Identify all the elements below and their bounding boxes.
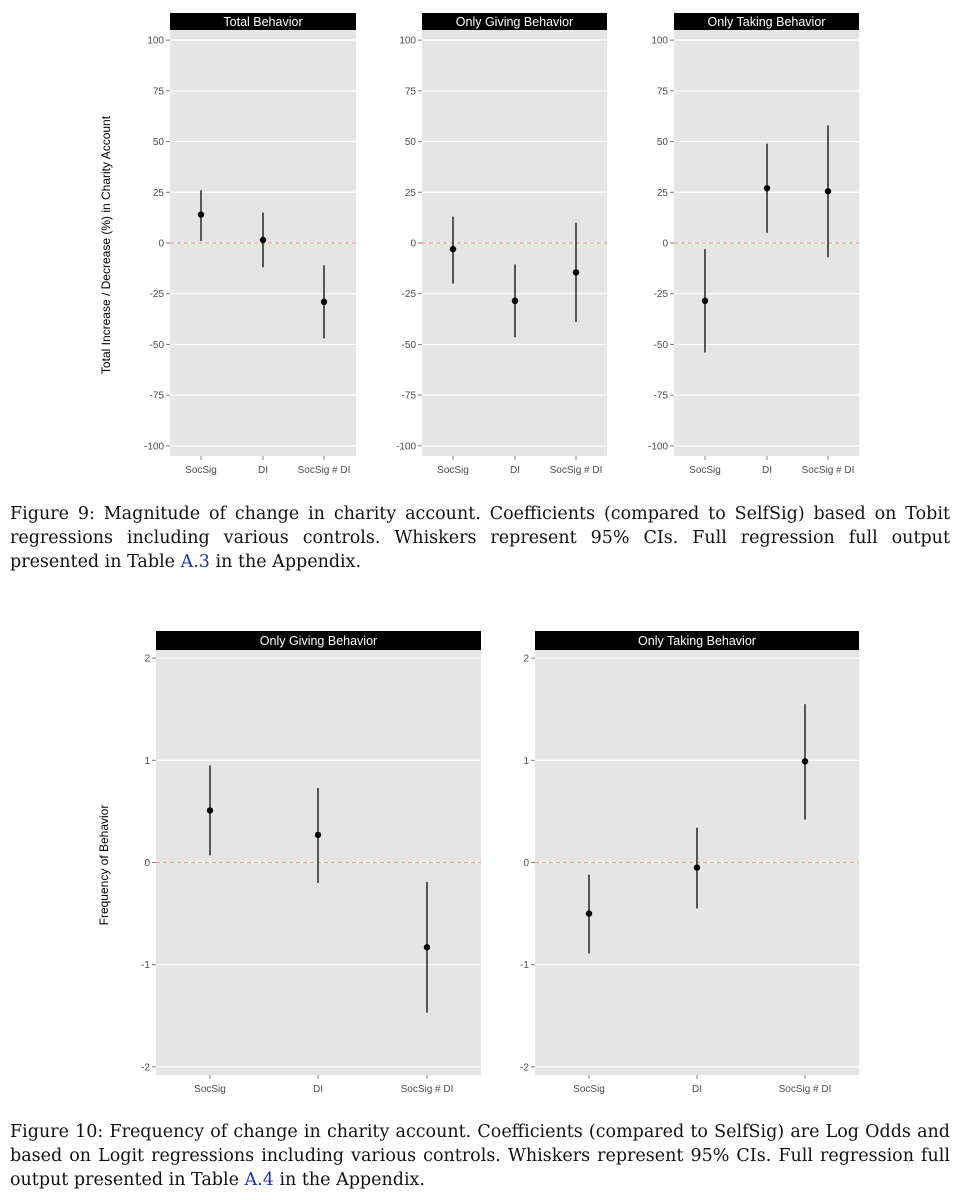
chart5-strip — [535, 631, 859, 650]
chart5-ytick-label: 0 — [523, 858, 529, 869]
chart3-ytick-label: -50 — [654, 340, 669, 351]
chart2-ytick-label: 75 — [405, 86, 417, 97]
chart1-point — [320, 298, 328, 306]
figure-9-caption: Figure 9: Magnitude of change in charity… — [10, 502, 950, 574]
chart3-point — [701, 297, 709, 305]
chart2-point — [572, 269, 580, 276]
chart2-ytick-label: 25 — [405, 188, 417, 199]
chart3-point — [763, 185, 771, 192]
figure-9-caption-label: Figure 9: — [10, 504, 95, 524]
chart3-strip — [674, 13, 859, 30]
chart2-ytick-label: -25 — [402, 289, 417, 300]
chart5-ytick-label: 2 — [523, 654, 529, 665]
chart2-point — [449, 245, 457, 253]
figure-10-caption-label: Figure 10: — [10, 1122, 104, 1142]
chart4-ytick-label: 2 — [144, 654, 150, 665]
figure-9-table-link[interactable]: A.3 — [180, 552, 210, 572]
figure-9-caption-tail: in the Appendix. — [215, 552, 362, 572]
chart3-ytick-label: 100 — [651, 36, 668, 47]
figure-10-caption-tail: in the Appendix. — [279, 1170, 425, 1190]
figure-9-chart: Total Behavior 100 75 50 25 0 -25 -50 -75 -100 Soc… — [99, 13, 859, 476]
chart5-point — [585, 910, 593, 917]
chart2-xtick-label: DI — [510, 465, 520, 476]
chart2-ytick-label: -50 — [402, 340, 417, 351]
chart1-ytick-label: -75 — [150, 391, 165, 402]
chart2-title: Only Giving Behavior — [456, 15, 573, 29]
chart3-xtick-label: SocSig — [689, 465, 721, 476]
chart1-ytick-label: 75 — [153, 86, 165, 97]
chart3-ytick-label: -100 — [648, 441, 668, 452]
chart1-ytick-label: -50 — [150, 340, 165, 351]
chart4-ytick-label: -2 — [141, 1062, 150, 1073]
chart3-ytick-label: -75 — [654, 391, 669, 402]
chart3-ytick-label: -25 — [654, 289, 669, 300]
figure-10-caption-text: Frequency of change in charity account. … — [10, 1122, 950, 1190]
chart4-strip — [156, 631, 481, 650]
chart2-ytick-label: 0 — [410, 239, 416, 250]
chart1-xtick-label: SocSig — [185, 465, 217, 476]
figure-10-caption: Figure 10: Frequency of change in charit… — [10, 1120, 950, 1192]
chart2-ytick-label: 50 — [405, 137, 417, 148]
chart5-ytick-label: -2 — [520, 1062, 529, 1073]
figure-10-chart: Only Giving Behavior 2 1 0 -1 -2 SocSig DI SocSi… — [97, 631, 859, 1095]
chart5-point — [801, 758, 809, 765]
chart1-ytick-label: 0 — [158, 239, 164, 250]
chart2-strip — [422, 13, 607, 30]
chart1-xtick-label: DI — [258, 465, 268, 476]
chart4-title: Only Giving Behavior — [260, 634, 377, 648]
chart2-xtick-label: SocSig — [437, 465, 469, 476]
chart2-ytick-label: -100 — [396, 441, 416, 452]
chart4-point — [314, 831, 322, 839]
figure-10-table-link[interactable]: A.4 — [244, 1170, 274, 1190]
chart5-xtick-label: SocSig — [573, 1084, 605, 1095]
chart1-point — [259, 236, 267, 244]
chart3-point — [824, 188, 832, 195]
chart1-point — [197, 211, 205, 218]
chart2-ytick-label: 100 — [399, 36, 416, 47]
chart4-xtick-label: DI — [313, 1084, 323, 1095]
chart1-xtick-label: SocSig # DI — [298, 465, 351, 476]
chart2-ytick-label: -75 — [402, 391, 417, 402]
chart5-ytick-label: -1 — [520, 960, 529, 971]
figure-9-caption-text: Magnitude of change in charity account. … — [10, 504, 950, 572]
chart4-ylabel: Frequency of Behavior — [97, 805, 111, 926]
chart3-ytick-label: 0 — [662, 239, 668, 250]
chart5-xtick-label: DI — [692, 1084, 702, 1095]
chart4-ytick-label: -1 — [141, 960, 150, 971]
chart1-title: Total Behavior — [223, 15, 302, 29]
chart5-xtick-label: SocSig # DI — [779, 1084, 832, 1095]
chart1-ytick-label: 50 — [153, 137, 165, 148]
chart4-point — [423, 944, 431, 951]
chart3-ytick-label: 50 — [657, 137, 669, 148]
chart4-xtick-label: SocSig # DI — [401, 1084, 454, 1095]
chart5-point — [693, 864, 701, 871]
chart1-ylabel: Total Increase / Decrease (%) in Charity… — [99, 115, 113, 374]
chart5-title: Only Taking Behavior — [638, 634, 756, 648]
chart1-ytick-label: 100 — [147, 36, 164, 47]
chart1-ytick-label: 25 — [153, 188, 165, 199]
chart3-title: Only Taking Behavior — [708, 15, 826, 29]
chart2-point — [511, 297, 519, 305]
chart4-ytick-label: 0 — [144, 858, 150, 869]
chart4-xtick-label: SocSig — [194, 1084, 226, 1095]
chart3-ytick-label: 25 — [657, 188, 669, 199]
chart1-ytick-label: -25 — [150, 289, 165, 300]
chart1-ytick-label: -100 — [144, 441, 164, 452]
chart3-xtick-label: SocSig # DI — [802, 465, 855, 476]
chart5-ytick-label: 1 — [523, 756, 529, 767]
chart2-xtick-label: SocSig # DI — [550, 465, 603, 476]
chart4-point — [206, 807, 214, 814]
chart3-ytick-label: 75 — [657, 86, 669, 97]
chart4-ytick-label: 1 — [144, 756, 150, 767]
chart1-strip — [170, 13, 356, 30]
chart3-xtick-label: DI — [762, 465, 772, 476]
